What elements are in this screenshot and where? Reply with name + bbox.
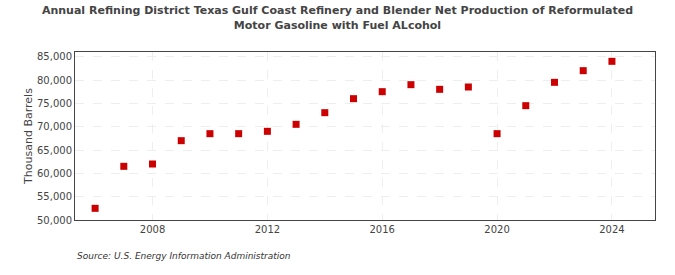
svg-text:80,000: 80,000 (37, 75, 72, 86)
svg-text:Thousand Barrels: Thousand Barrels (22, 88, 35, 185)
svg-text:70,000: 70,000 (37, 121, 72, 132)
svg-text:2020: 2020 (484, 224, 509, 235)
svg-text:Source: U.S. Energy Informatio: Source: U.S. Energy Information Administ… (77, 251, 291, 261)
svg-text:55,000: 55,000 (37, 191, 72, 202)
svg-text:60,000: 60,000 (37, 168, 72, 179)
svg-text:Annual Refining District Texas: Annual Refining District Texas Gulf Coas… (42, 4, 633, 31)
svg-text:50,000: 50,000 (37, 215, 72, 226)
svg-text:2012: 2012 (255, 224, 280, 235)
svg-text:65,000: 65,000 (37, 145, 72, 156)
svg-text:2008: 2008 (140, 224, 165, 235)
svg-text:85,000: 85,000 (37, 51, 72, 62)
svg-text:75,000: 75,000 (37, 98, 72, 109)
svg-text:2016: 2016 (370, 224, 395, 235)
svg-text:2024: 2024 (599, 224, 624, 235)
